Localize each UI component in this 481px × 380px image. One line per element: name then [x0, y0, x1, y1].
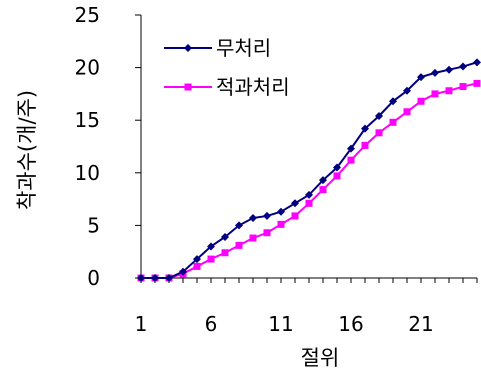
legend-item: 무처리 [164, 36, 271, 60]
x-tick-label: 16 [338, 312, 363, 336]
y-tick-label: 20 [75, 56, 100, 80]
data-point [305, 199, 313, 207]
data-point [319, 176, 327, 185]
y-tick-label: 10 [75, 161, 100, 185]
data-point [459, 83, 467, 91]
data-point [389, 97, 397, 106]
data-point [431, 90, 439, 98]
data-point [361, 141, 369, 149]
x-tick-label: 21 [408, 312, 433, 336]
data-point [291, 212, 299, 220]
series-layer [137, 58, 481, 282]
data-point [445, 87, 453, 95]
data-point [417, 97, 425, 105]
data-point [249, 234, 257, 242]
data-point [459, 62, 467, 71]
x-tick-label: 1 [135, 312, 148, 336]
data-point [403, 86, 411, 95]
data-point [291, 199, 299, 208]
data-point [137, 274, 145, 282]
data-point [221, 249, 229, 257]
series-diamond [137, 58, 481, 282]
data-point [235, 221, 243, 230]
axes [140, 15, 477, 279]
y-tick-label: 25 [75, 3, 100, 27]
data-point [319, 186, 327, 194]
y-axis-title: 착과수(개/주) [15, 90, 39, 210]
data-point [431, 68, 439, 77]
data-point [249, 214, 257, 223]
legend-label: 무처리 [216, 36, 271, 60]
data-point [221, 232, 229, 241]
data-point [235, 241, 243, 249]
x-axis-title: 절위 [301, 346, 340, 370]
data-point [165, 274, 173, 282]
x-tick-label: 6 [205, 312, 218, 336]
series-line [141, 82, 478, 279]
data-point [193, 262, 201, 270]
data-point [347, 144, 355, 153]
data-point [333, 163, 341, 172]
legend-label: 적과처리 [216, 75, 290, 99]
data-point [277, 220, 285, 228]
data-point [417, 73, 425, 82]
data-point [193, 255, 201, 264]
y-tick-label: 5 [87, 213, 100, 237]
data-point [207, 242, 215, 251]
data-point [375, 111, 383, 120]
data-point [403, 108, 411, 116]
legend-marker [184, 83, 192, 91]
data-point [207, 255, 215, 263]
data-point [361, 124, 369, 133]
legend-item: 적과처리 [164, 75, 290, 99]
series-square [137, 79, 481, 282]
data-point [263, 211, 271, 220]
data-point [305, 190, 313, 199]
data-point [347, 156, 355, 164]
data-point [333, 172, 341, 180]
x-ticks: 1 6 11 16 21 [135, 278, 478, 336]
data-point [473, 58, 481, 67]
series-line [141, 61, 478, 279]
data-point [473, 79, 481, 87]
x-tick-label: 11 [268, 312, 293, 336]
y-tick-label: 15 [75, 108, 100, 132]
data-point [389, 118, 397, 126]
y-tick-label: 0 [87, 266, 100, 290]
y-ticks: 0 5 10 15 20 25 [75, 3, 141, 290]
data-point [375, 129, 383, 137]
data-point [151, 274, 159, 282]
data-point [445, 65, 453, 74]
legend-marker [184, 44, 192, 52]
data-point [263, 229, 271, 237]
data-point [277, 207, 285, 216]
data-point [179, 267, 187, 276]
